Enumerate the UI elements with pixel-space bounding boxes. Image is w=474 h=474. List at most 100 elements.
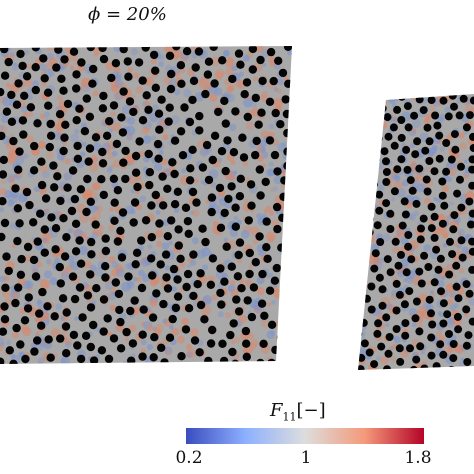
strain-speckle [193, 178, 199, 184]
inclusion [411, 150, 420, 159]
inclusion [72, 70, 81, 79]
inclusion [0, 46, 9, 54]
inclusion [257, 108, 266, 117]
inclusion [101, 246, 111, 256]
strain-speckle [0, 125, 5, 130]
strain-speckle [230, 175, 235, 181]
inclusion [427, 333, 436, 342]
inclusion [287, 324, 292, 333]
inclusion [442, 167, 451, 176]
inclusion [439, 319, 448, 328]
strain-speckle [260, 147, 266, 153]
inclusion [362, 294, 371, 303]
inclusion [78, 313, 87, 322]
inclusion [0, 87, 5, 97]
strain-speckle [266, 168, 274, 177]
inclusion [76, 185, 86, 194]
inclusion [427, 224, 436, 233]
strain-speckle [0, 275, 6, 283]
strain-speckle [47, 52, 54, 60]
strain-speckle [126, 134, 133, 141]
strain-speckle [429, 290, 435, 295]
inclusion [195, 111, 204, 121]
inclusion [446, 237, 454, 246]
inclusion [71, 219, 81, 228]
strain-speckle [187, 263, 192, 268]
strain-speckle [69, 65, 75, 70]
inclusion [219, 356, 229, 364]
strain-speckle [414, 176, 419, 181]
strain-speckle [217, 311, 224, 318]
strain-speckle [0, 337, 5, 346]
strain-speckle [63, 172, 72, 181]
strain-speckle [39, 279, 50, 290]
strain-speckle [170, 115, 180, 125]
strain-speckle [382, 233, 391, 242]
inclusion [188, 145, 197, 154]
strain-speckle [11, 244, 16, 249]
inclusion [135, 137, 144, 146]
strain-speckle [180, 54, 188, 62]
inclusion [217, 300, 226, 309]
strain-speckle [202, 264, 209, 271]
inclusion [69, 330, 79, 340]
inclusion [229, 319, 238, 328]
strain-speckle [283, 224, 289, 230]
strain-speckle [123, 360, 128, 364]
inclusion [76, 259, 86, 268]
strain-speckle [92, 142, 102, 151]
inclusion [425, 295, 434, 304]
inclusion [273, 167, 282, 176]
strain-speckle [46, 46, 55, 52]
strain-speckle [262, 62, 267, 67]
inclusion [104, 354, 114, 364]
strain-speckle [463, 159, 468, 164]
strain-speckle [429, 104, 437, 111]
inclusion [137, 236, 146, 245]
strain-speckle [0, 207, 4, 213]
strain-speckle [252, 76, 259, 82]
strain-speckle [403, 277, 408, 283]
strain-speckle [1, 179, 7, 185]
inclusion [121, 146, 130, 156]
strain-speckle [223, 237, 228, 242]
inclusion [182, 282, 191, 292]
strain-speckle [49, 57, 58, 66]
strain-speckle [43, 111, 50, 118]
strain-speckle [107, 165, 113, 172]
inclusion [252, 136, 261, 146]
strain-speckle [269, 187, 274, 193]
inclusion [283, 262, 292, 272]
strain-speckle [416, 183, 426, 193]
inclusion [397, 94, 406, 101]
strain-speckle [45, 258, 52, 265]
strain-speckle [165, 349, 171, 355]
inclusion [109, 101, 119, 110]
strain-speckle [0, 124, 8, 135]
strain-speckle [243, 97, 253, 108]
strain-speckle [286, 150, 292, 161]
strain-speckle [444, 106, 451, 113]
inclusion [368, 169, 376, 178]
inclusion [245, 248, 254, 258]
strain-speckle [243, 55, 250, 62]
inclusion [62, 308, 71, 317]
strain-speckle [233, 170, 238, 175]
strain-speckle [411, 322, 417, 328]
inclusion [409, 365, 418, 370]
inclusion [160, 358, 169, 364]
inclusion [130, 198, 140, 207]
inclusion [183, 269, 193, 279]
inclusion [415, 95, 424, 104]
inclusion [215, 183, 225, 193]
inclusion [16, 49, 25, 59]
inclusion [402, 268, 411, 277]
inclusion [382, 168, 391, 176]
inclusion [226, 330, 235, 340]
inclusion [439, 350, 448, 359]
inclusion [144, 105, 153, 115]
strain-speckle [358, 259, 361, 264]
strain-speckle [276, 88, 282, 94]
strain-speckle [371, 148, 377, 154]
strain-speckle [130, 189, 135, 194]
